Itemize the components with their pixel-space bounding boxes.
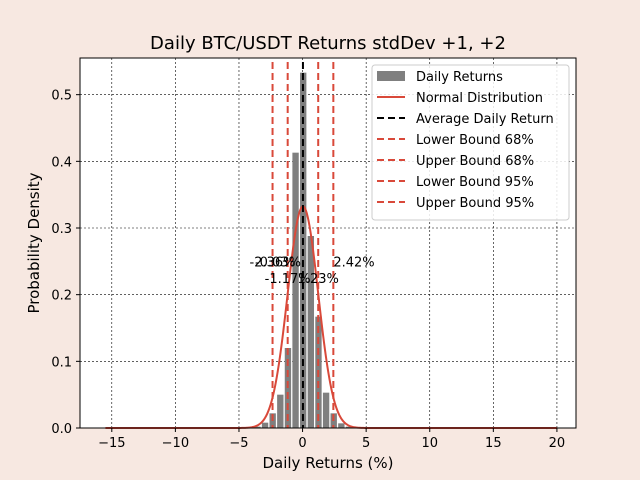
- histogram-bar: [338, 423, 345, 428]
- y-tick-label: 0.5: [51, 89, 72, 104]
- legend-label: Lower Bound 95%: [416, 175, 534, 190]
- x-tick-label: −15: [98, 436, 125, 451]
- x-tick-label: 15: [485, 436, 502, 451]
- x-tick-label: 20: [549, 436, 566, 451]
- histogram-bar: [345, 426, 353, 428]
- legend-swatch-bar: [377, 71, 405, 81]
- histogram-bar: [277, 394, 284, 428]
- x-tick-label: −10: [162, 436, 189, 451]
- y-tick-label: 0.3: [51, 222, 72, 237]
- histogram-bar: [254, 426, 261, 428]
- legend-label: Upper Bound 95%: [416, 196, 534, 211]
- legend: Daily Returns Normal Distribution Average …: [371, 64, 570, 221]
- x-axis-title: Daily Returns (%): [262, 454, 393, 472]
- y-tick-label: 0.2: [51, 289, 72, 304]
- plot-frame: [79, 57, 577, 429]
- y-axis-title: Probability Density: [25, 172, 43, 313]
- legend-label: Normal Distribution: [416, 91, 543, 106]
- histogram-bar: [307, 236, 315, 428]
- y-axis: 0.0 0.1 0.2 0.3 0.4 0.5: [51, 89, 80, 437]
- lower-95-annotation: -2.36%: [250, 255, 296, 270]
- histogram-bar: [322, 392, 330, 428]
- lower-68-annotation: -1.17%: [265, 272, 311, 287]
- y-tick-label: 0.1: [51, 355, 72, 370]
- x-tick-label: −5: [229, 436, 248, 451]
- chart-title: Daily BTC/USDT Returns stdDev +1, +2: [150, 33, 506, 54]
- x-tick-label: 0: [298, 436, 306, 451]
- x-tick-label: 10: [421, 436, 438, 451]
- legend-label: Average Daily Return: [416, 112, 554, 127]
- mean-annotation: -0.03%: [255, 255, 301, 270]
- upper-68-annotation: 1.23%: [298, 272, 339, 287]
- legend-label: Daily Returns: [416, 70, 503, 85]
- bound-annotations: -2.36%-0.03% 2.42% -1.17%1.23%: [250, 255, 375, 287]
- y-tick-label: 0.4: [51, 155, 72, 170]
- y-tick-label: 0.0: [51, 422, 72, 437]
- legend-box: [371, 64, 570, 221]
- legend-label: Upper Bound 68%: [416, 154, 534, 169]
- reference-lines: [271, 62, 335, 428]
- histogram-bar: [261, 422, 269, 428]
- histogram-bar: [292, 152, 299, 428]
- upper-95-annotation: 2.42%: [333, 255, 374, 270]
- x-tick-label: 5: [362, 436, 370, 451]
- legend-label: Lower Bound 68%: [416, 133, 534, 148]
- x-axis: −15 −10 −5 0 5 10 15 20: [98, 428, 565, 451]
